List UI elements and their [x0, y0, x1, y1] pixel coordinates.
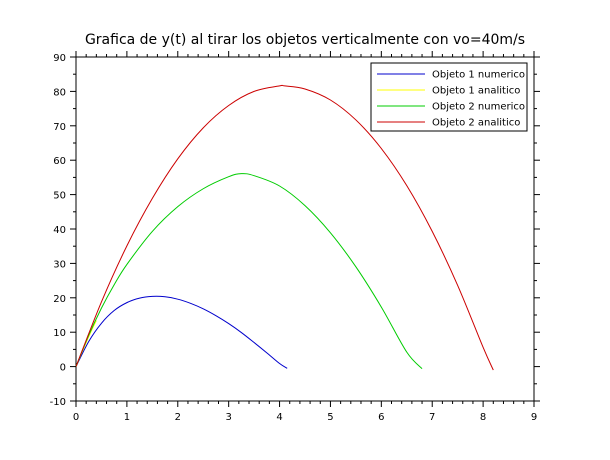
series-line-4 [75, 84, 494, 371]
x-tick-label: 1 [124, 412, 130, 423]
y-tick-label: -10 [50, 397, 66, 408]
x-tick-label: 2 [175, 412, 181, 423]
chart-title: Grafica de y(t) al tirar los objetos ver… [85, 32, 525, 48]
y-tick-label: 0 [60, 363, 66, 374]
y-tick-label: 70 [53, 122, 66, 133]
y-tick-label: 20 [53, 294, 66, 305]
y-tick-label: 80 [53, 87, 66, 98]
series-line-3 [75, 173, 423, 370]
legend-entries: Objeto 1 numerico Objeto 1 analitico Objet… [377, 70, 525, 129]
legend-label-4: Objeto 2 analitico [432, 118, 520, 129]
y-tick-label: 10 [53, 328, 66, 339]
y-tick-label: 50 [53, 191, 66, 202]
legend-label-2: Objeto 1 analitico [432, 86, 520, 97]
y-tick-label: 30 [53, 259, 66, 270]
x-tick-label: 8 [480, 412, 486, 423]
x-tick-label: 3 [225, 412, 231, 423]
x-tick-label: 0 [73, 412, 79, 423]
series-layer [75, 84, 494, 371]
y-tick-label: 60 [53, 156, 66, 167]
legend-label-1: Objeto 1 numerico [432, 70, 525, 81]
series-line-1 [75, 295, 288, 369]
x-tick-label: 7 [429, 412, 435, 423]
y-tick-label: 90 [53, 53, 66, 64]
x-tick-label: 9 [531, 412, 537, 423]
x-tick-label: 4 [276, 412, 282, 423]
y-tick-label: 40 [53, 225, 66, 236]
x-tick-label: 5 [327, 412, 333, 423]
legend-label-3: Objeto 2 numerico [432, 102, 525, 113]
axis-layer: 0 1 2 3 4 5 6 7 8 9 -10 0 10 20 30 40 50 60 70 80 90 [50, 51, 540, 423]
legend: Objeto 1 numerico Objeto 1 analitico Objet… [370, 62, 528, 132]
x-tick-label: 6 [378, 412, 384, 423]
